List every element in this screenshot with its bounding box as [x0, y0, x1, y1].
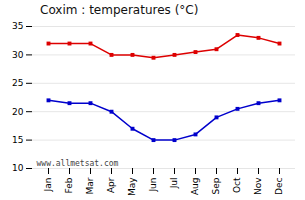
- svg-text:Sep: Sep: [211, 177, 221, 194]
- svg-text:30: 30: [12, 50, 24, 60]
- svg-text:Dec: Dec: [274, 177, 284, 194]
- svg-text:20: 20: [12, 107, 24, 117]
- svg-text:Apr: Apr: [106, 177, 116, 193]
- svg-text:Feb: Feb: [64, 177, 74, 193]
- svg-text:Aug: Aug: [190, 178, 200, 196]
- svg-text:Mar: Mar: [85, 177, 95, 194]
- svg-text:Nov: Nov: [253, 177, 263, 195]
- svg-text:May: May: [127, 177, 137, 196]
- svg-text:Jul: Jul: [169, 178, 179, 190]
- svg-text:Jun: Jun: [148, 178, 158, 193]
- svg-text:10: 10: [12, 163, 24, 173]
- svg-text:www.allmetsat.com: www.allmetsat.com: [37, 159, 119, 168]
- svg-text:Oct: Oct: [232, 177, 242, 193]
- svg-text:25: 25: [12, 78, 23, 88]
- svg-text:15: 15: [12, 135, 23, 145]
- html-text:Coxim : temperatures (°C): Coxim : temperatures (°C): [40, 3, 199, 17]
- svg-text:Jan: Jan: [43, 178, 53, 193]
- svg-text:35: 35: [12, 21, 23, 31]
